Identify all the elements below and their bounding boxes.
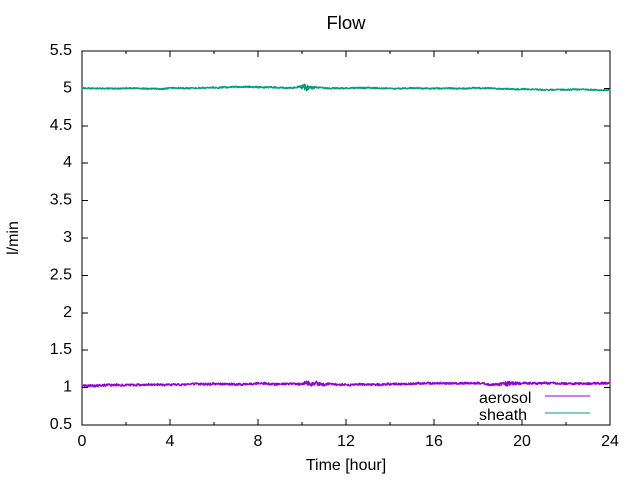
svg-text:8: 8 [254,433,263,450]
svg-text:0.5: 0.5 [50,416,72,433]
svg-text:sheath: sheath [479,407,527,424]
svg-text:Flow: Flow [326,12,366,33]
svg-text:3.5: 3.5 [50,192,72,209]
svg-text:0: 0 [78,433,87,450]
svg-text:4: 4 [63,154,72,171]
svg-text:1: 1 [63,379,72,396]
svg-text:20: 20 [513,433,531,450]
svg-text:aerosol: aerosol [479,390,531,407]
svg-text:1.5: 1.5 [50,341,72,358]
svg-text:5: 5 [63,79,72,96]
svg-text:4: 4 [166,433,175,450]
svg-text:12: 12 [337,433,355,450]
svg-text:Time [hour]: Time [hour] [306,457,386,474]
svg-text:5.5: 5.5 [50,42,72,59]
svg-text:2: 2 [63,304,72,321]
svg-text:16: 16 [425,433,443,450]
svg-text:24: 24 [601,433,619,450]
svg-text:4.5: 4.5 [50,117,72,134]
svg-text:3: 3 [63,229,72,246]
svg-text:l/min: l/min [5,221,22,255]
svg-text:2.5: 2.5 [50,266,72,283]
